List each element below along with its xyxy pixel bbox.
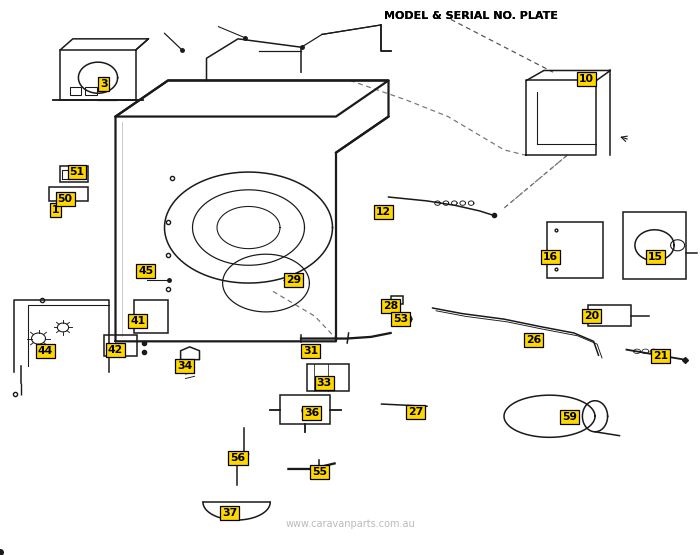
Text: MODEL & SERIAL NO. PLATE: MODEL & SERIAL NO. PLATE xyxy=(384,11,558,21)
Text: 12: 12 xyxy=(376,207,391,217)
Text: 33: 33 xyxy=(316,378,332,388)
Bar xyxy=(60,166,88,182)
Bar xyxy=(623,212,686,279)
Text: 41: 41 xyxy=(130,316,146,326)
Text: 59: 59 xyxy=(562,412,578,422)
Text: 36: 36 xyxy=(304,408,319,418)
Text: 45: 45 xyxy=(138,266,153,276)
Bar xyxy=(134,300,168,333)
Text: 26: 26 xyxy=(526,335,541,345)
Bar xyxy=(547,222,603,278)
Text: MODEL & SERIAL NO. PLATE: MODEL & SERIAL NO. PLATE xyxy=(384,11,558,21)
Text: 44: 44 xyxy=(38,346,53,356)
Bar xyxy=(104,335,137,356)
Text: 53: 53 xyxy=(393,314,408,324)
Text: 20: 20 xyxy=(584,311,599,321)
Text: 51: 51 xyxy=(69,167,85,177)
Text: 29: 29 xyxy=(286,275,301,285)
Bar xyxy=(588,305,631,326)
Text: 27: 27 xyxy=(408,407,424,417)
Text: 21: 21 xyxy=(653,351,668,361)
Text: 1: 1 xyxy=(52,205,59,215)
Text: 34: 34 xyxy=(177,361,192,371)
Text: 37: 37 xyxy=(222,508,237,518)
Bar xyxy=(70,87,81,95)
Bar xyxy=(60,50,136,100)
Text: 42: 42 xyxy=(108,345,123,355)
Text: www.caravanparts.com.au: www.caravanparts.com.au xyxy=(285,519,415,529)
Text: 15: 15 xyxy=(648,252,663,262)
Text: 55: 55 xyxy=(312,467,327,477)
Text: 31: 31 xyxy=(303,346,319,356)
Text: 3: 3 xyxy=(100,79,107,89)
Text: 10: 10 xyxy=(579,74,594,84)
Bar xyxy=(49,187,88,201)
Bar xyxy=(280,395,330,424)
Bar xyxy=(307,364,349,391)
Text: 28: 28 xyxy=(383,301,398,311)
Text: 50: 50 xyxy=(57,194,73,204)
Bar xyxy=(85,87,97,95)
Text: 56: 56 xyxy=(230,453,246,463)
Bar xyxy=(391,296,403,304)
Text: 16: 16 xyxy=(542,252,558,262)
